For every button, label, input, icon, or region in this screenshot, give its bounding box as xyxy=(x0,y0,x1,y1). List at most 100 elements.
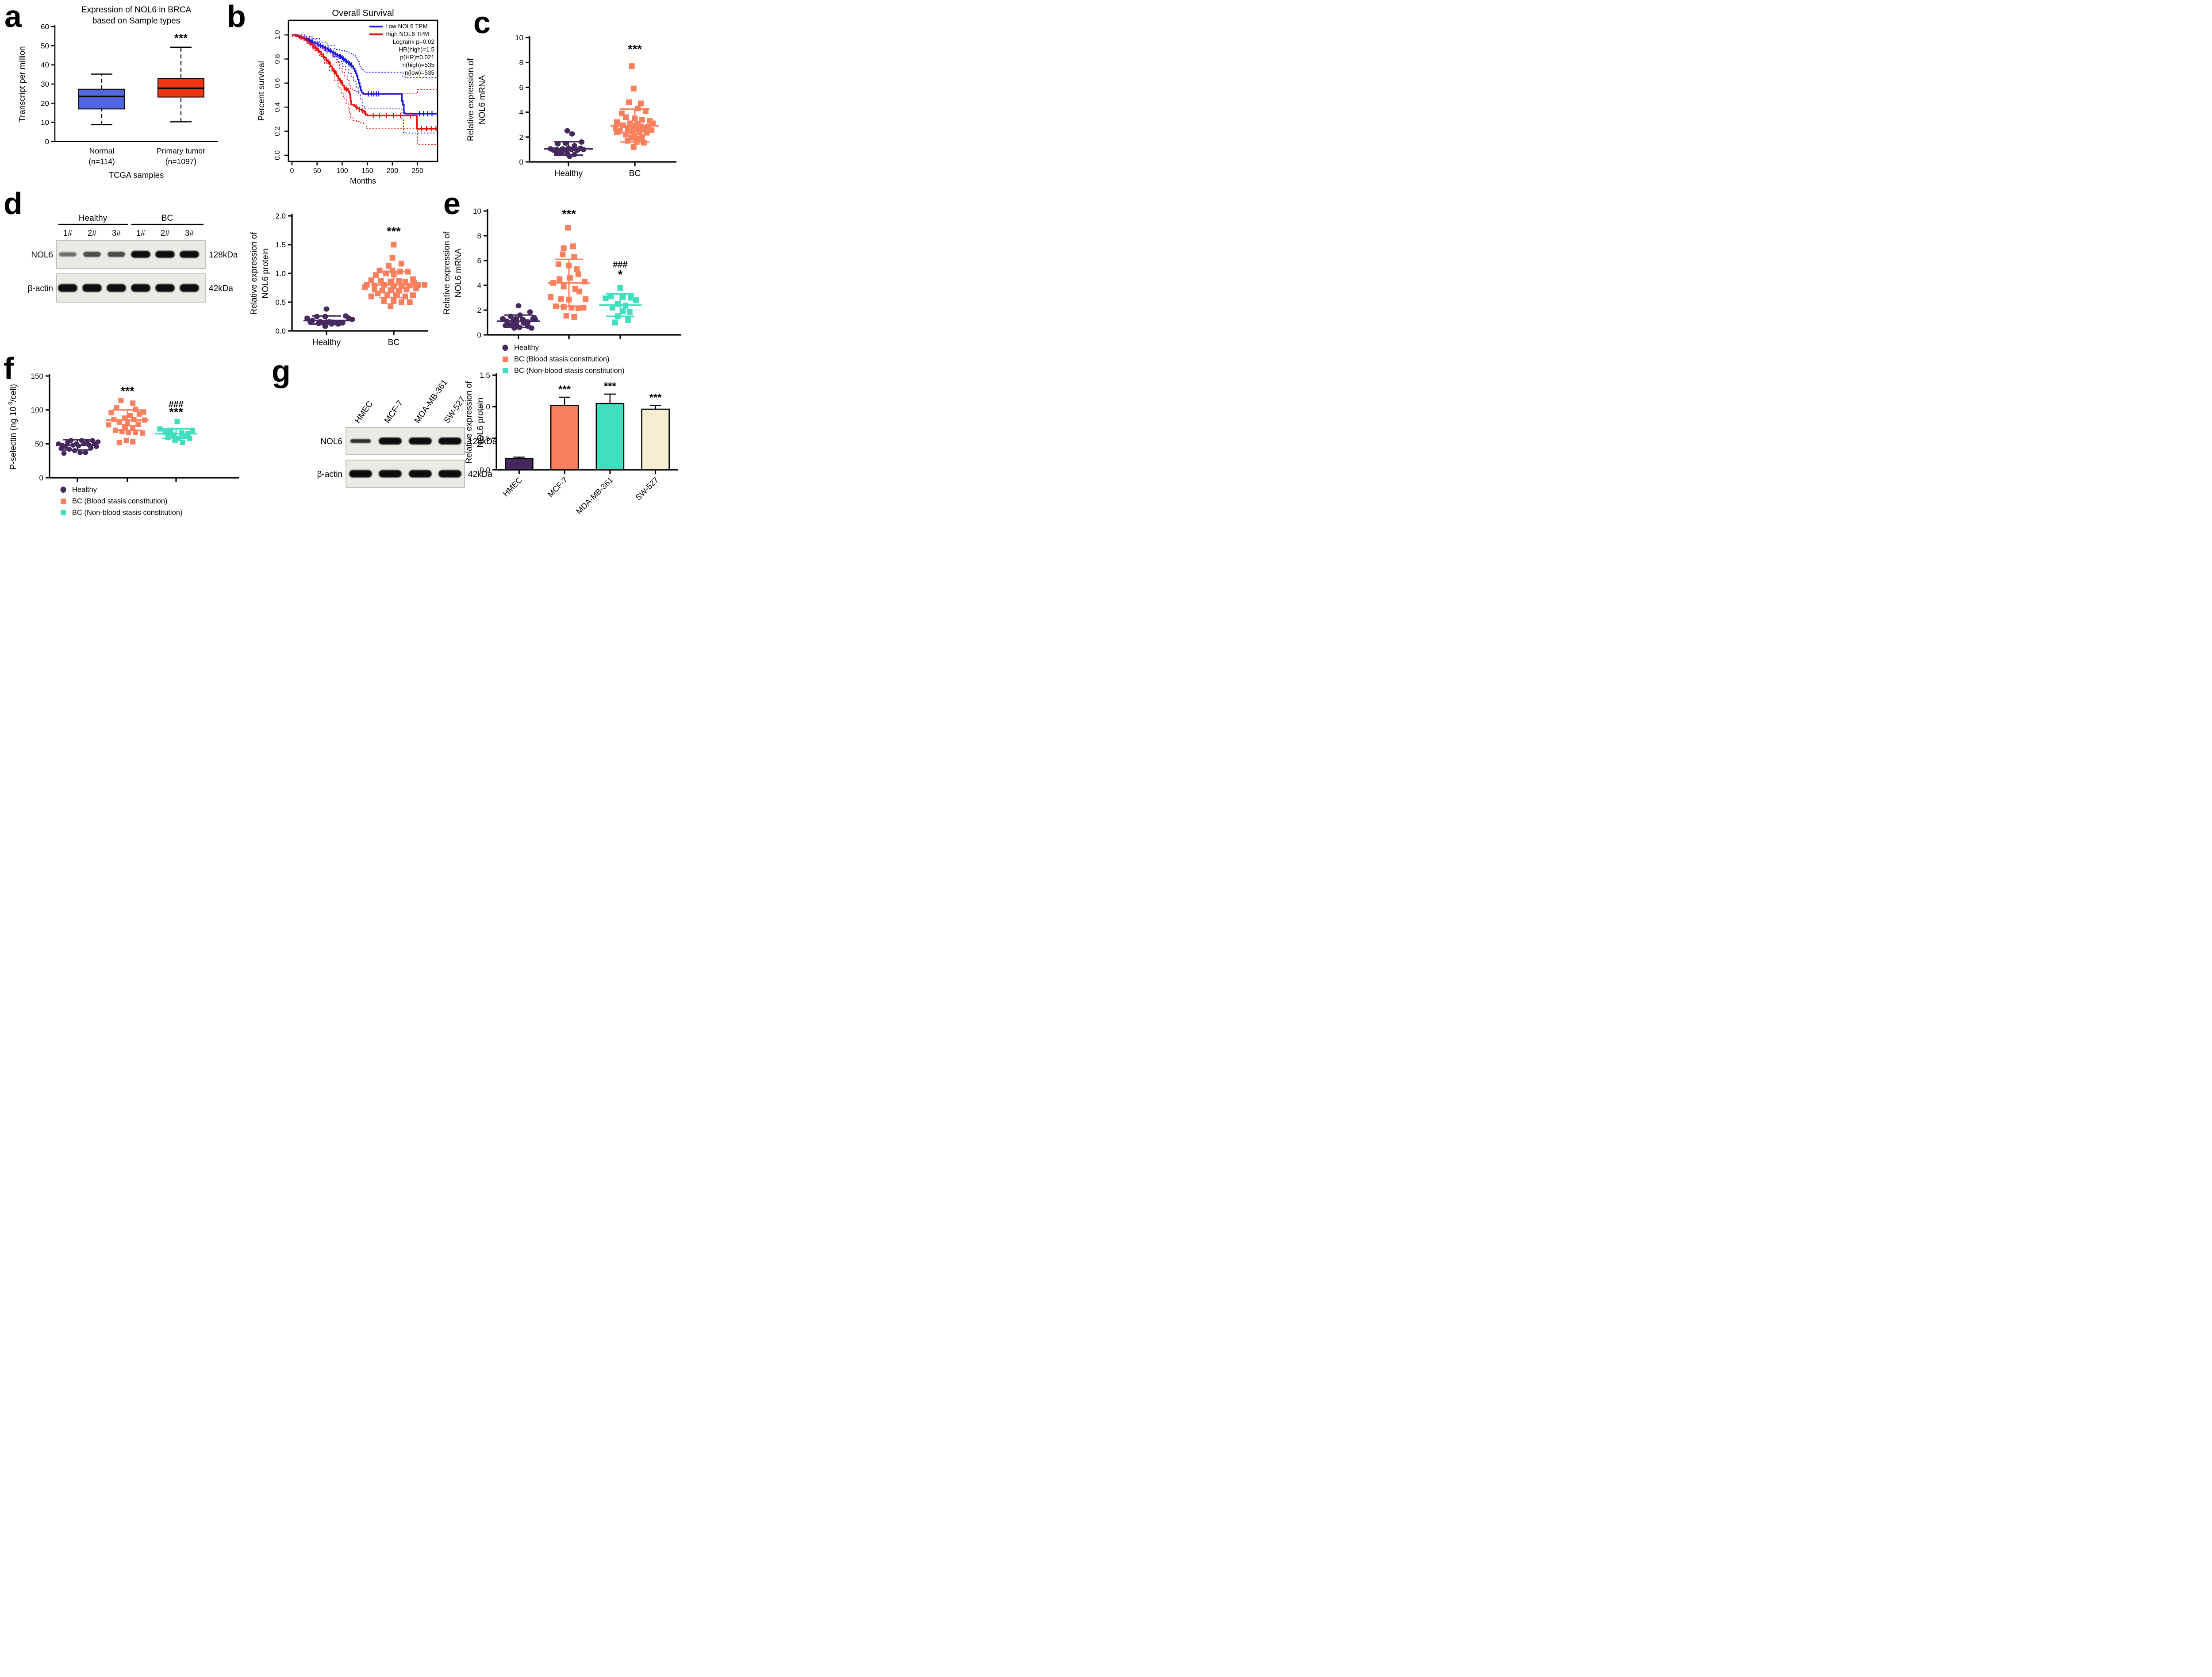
scatter-group-2 xyxy=(155,418,197,445)
y-tick-label: 0.4 xyxy=(274,102,281,112)
significance-marker: *** xyxy=(174,31,188,45)
scatter-nol6-protein: 0.0 0.5 1.0 1.5 2.0 Relative expression of NOL… xyxy=(250,212,428,347)
data-point xyxy=(385,263,392,269)
data-point xyxy=(384,292,390,298)
blot-kda-label: 128kDa xyxy=(209,250,238,260)
y-axis-label: P-selectin (ng 10-8/cell) xyxy=(8,384,18,470)
y-tick-label: 0.6 xyxy=(274,78,281,88)
y-tick-label: 4 xyxy=(477,281,481,290)
data-point xyxy=(560,251,566,257)
significance-marker: *** xyxy=(558,384,571,395)
y-tick-label: 50 xyxy=(41,42,49,50)
x-category-label: Healthy xyxy=(312,338,341,347)
data-point xyxy=(189,427,195,433)
data-point xyxy=(422,282,428,288)
blot-kda-label: 42kDa xyxy=(468,470,492,479)
data-point xyxy=(571,254,577,260)
data-point xyxy=(141,409,146,415)
data-point xyxy=(608,293,614,299)
blot-lane-label: HMEC xyxy=(353,399,375,425)
data-point xyxy=(563,313,569,319)
blot-band xyxy=(82,284,102,292)
data-point xyxy=(572,143,577,149)
panel-f: f 0 50 100 150 P-selectin (ng 10-8/cell) *** #… xyxy=(0,353,254,518)
data-point xyxy=(375,291,381,296)
data-point xyxy=(368,277,374,284)
y-axis-label: NOL6 mRNA xyxy=(454,248,463,297)
stat-text: p(HR)=0.021 xyxy=(400,54,434,61)
data-point xyxy=(575,271,581,277)
data-point xyxy=(555,261,561,267)
data-point xyxy=(108,410,114,415)
legend-label: Healthy xyxy=(514,344,539,352)
scatter-group-0 xyxy=(303,306,355,329)
data-point xyxy=(630,85,637,92)
y-tick-label: 2 xyxy=(519,133,523,142)
data-point xyxy=(583,296,589,302)
data-point xyxy=(561,245,567,251)
data-point xyxy=(388,278,394,284)
y-tick-label: 10 xyxy=(515,34,523,42)
data-point xyxy=(140,430,146,436)
data-point xyxy=(626,99,632,105)
significance-marker: *** xyxy=(169,405,183,418)
blot-protein-label: β-actin xyxy=(28,284,53,293)
x-tick-label: 0 xyxy=(290,167,294,175)
significance-marker: * xyxy=(618,268,623,281)
significance-marker: ### xyxy=(169,400,183,410)
y-tick-label: 0 xyxy=(45,138,49,146)
blot-band xyxy=(83,252,101,257)
data-point xyxy=(629,63,635,69)
km-series xyxy=(292,35,438,145)
legend-label: High NOL6 TPM xyxy=(385,31,429,38)
blot-band xyxy=(349,470,372,478)
scatter-group-1 xyxy=(611,63,659,150)
data-point xyxy=(609,304,615,311)
data-point xyxy=(553,150,560,155)
data-point xyxy=(388,287,394,293)
data-point xyxy=(630,144,637,150)
data-point xyxy=(388,303,394,309)
y-tick-label: 0.8 xyxy=(274,54,281,64)
panel-letter-f: f xyxy=(4,351,14,386)
y-tick-label: 10 xyxy=(41,119,49,127)
y-axis-label: Relative expression of xyxy=(442,231,452,315)
data-point xyxy=(558,296,564,302)
data-point xyxy=(565,225,571,231)
y-tick-label: 50 xyxy=(35,440,43,448)
data-point xyxy=(623,131,629,138)
data-point xyxy=(381,298,387,304)
data-point xyxy=(650,120,656,127)
y-tick-label: 1.5 xyxy=(480,371,490,380)
blot-protein-label: NOL6 xyxy=(31,250,53,260)
data-point xyxy=(368,293,374,299)
x-category-label: Healthy xyxy=(554,169,583,178)
scatter-group-1 xyxy=(106,398,149,445)
data-point xyxy=(402,293,408,299)
blot-lane-label: MCF-7 xyxy=(383,399,405,425)
data-point xyxy=(157,426,163,432)
data-point xyxy=(118,398,124,403)
x-category-label: SW-527 xyxy=(634,476,661,502)
data-point xyxy=(391,298,397,304)
data-point xyxy=(322,323,328,329)
data-point xyxy=(567,275,573,281)
x-category-label: MDA-MB-361 xyxy=(574,476,614,516)
data-point xyxy=(555,141,561,147)
scatter-nol6-mrna: 0 2 4 6 8 10 Relative expression of NOL6 mRNA He… xyxy=(466,34,676,178)
data-point xyxy=(633,297,639,303)
y-tick-label: 10 xyxy=(473,207,481,215)
x-tick-label: 150 xyxy=(361,167,373,175)
y-tick-label: 150 xyxy=(31,372,43,380)
blot-band xyxy=(155,284,175,292)
chart-title: Overall Survival xyxy=(332,8,394,18)
x-axis-label: TCGA samples xyxy=(109,170,164,180)
y-tick-label: 6 xyxy=(477,257,481,265)
blot-lane-label: 1# xyxy=(136,229,145,238)
data-point xyxy=(379,288,385,294)
data-point xyxy=(88,445,94,451)
blot-band xyxy=(409,470,432,478)
blot-lane-label: 2# xyxy=(161,229,169,238)
data-point xyxy=(123,437,129,443)
